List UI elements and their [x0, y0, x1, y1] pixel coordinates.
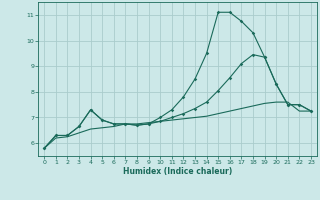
- X-axis label: Humidex (Indice chaleur): Humidex (Indice chaleur): [123, 167, 232, 176]
